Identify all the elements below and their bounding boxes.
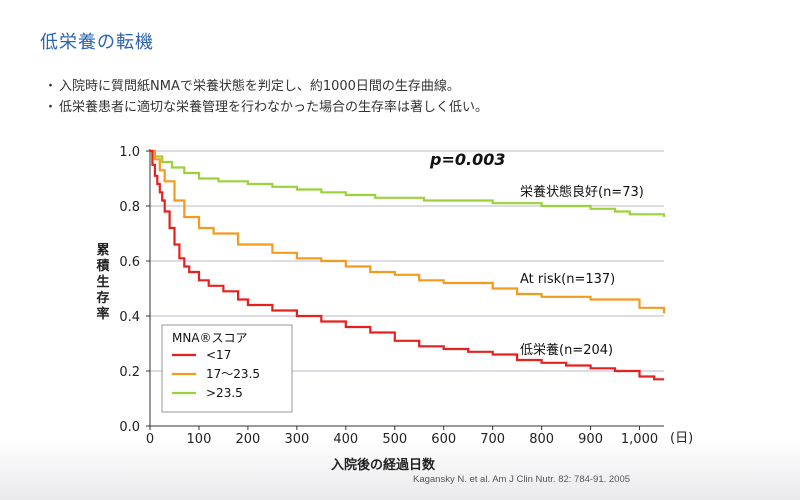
y-axis-label: 累積生存率 — [95, 242, 110, 322]
bullet-list: 入院時に質問紙NMAで栄養状態を判定し、約1000日間の生存曲線。 低栄養患者に… — [44, 76, 488, 118]
x-tick-label: 900 — [578, 432, 603, 447]
series-label: 栄養状態良好(n=73) — [520, 184, 644, 200]
survival-line — [150, 149, 664, 381]
x-tick-label: 100 — [187, 432, 212, 447]
x-tick-label: 700 — [480, 432, 505, 447]
legend-entries: <17 17〜23.5 >23.5 — [172, 348, 260, 400]
legend: MNA®スコア <17 17〜23.5 >23.5 — [161, 324, 293, 413]
axis-layer — [149, 149, 664, 427]
x-tick-label: 0 — [146, 432, 154, 447]
legend-entry-label: >23.5 — [206, 386, 243, 400]
x-axis-unit: (日) — [670, 431, 693, 446]
legend-frame — [161, 324, 293, 413]
legend-title: MNA®スコア — [172, 331, 248, 345]
bullet-item: 入院時に質問紙NMAで栄養状態を判定し、約1000日間の生存曲線。 — [44, 76, 488, 97]
legend-entry-label: 17〜23.5 — [206, 367, 260, 381]
p-value-annotation: p=0.003 — [429, 150, 505, 169]
slide-title: 低栄養の転機 — [40, 32, 154, 53]
legend-entry-label: <17 — [206, 348, 231, 362]
x-tick-label: 300 — [284, 432, 309, 447]
series-label: 低栄養(n=204) — [520, 342, 613, 358]
series-label: At risk(n=137) — [520, 272, 615, 287]
survival-line — [150, 149, 666, 217]
x-tick-label: 400 — [333, 432, 358, 447]
x-tick-label: 600 — [431, 432, 456, 447]
x-tick-label: 200 — [235, 432, 260, 447]
y-tick-label: 0.2 — [119, 365, 140, 380]
y-tick-label: 0.0 — [119, 420, 140, 435]
x-tick-label: 500 — [382, 432, 407, 447]
survival-line — [150, 149, 666, 314]
y-tick-label: 1.0 — [119, 145, 140, 160]
x-tick-label: 800 — [529, 432, 554, 447]
series-layer: 栄養状態良好(n=73) At risk(n=137) 低栄養(n=204) — [150, 149, 666, 381]
y-tick-label: 0.6 — [119, 255, 140, 270]
citation: Kagansky N. et al. Am J Clin Nutr. 82: 7… — [413, 474, 631, 485]
y-tick-label: 0.4 — [119, 310, 140, 325]
bullet-item: 低栄養患者に適切な栄養管理を行わなかった場合の生存率は著しく低い。 — [44, 97, 488, 118]
y-tick-label: 0.8 — [119, 200, 140, 215]
x-tick-label: 1,000 — [621, 432, 658, 447]
x-axis-label: 入院後の経過日数 — [331, 457, 436, 473]
tick-layer: 0.0 0.2 0.4 0.6 0.8 1.0 0 100 200 300 400 500 600 700… — [119, 145, 658, 447]
